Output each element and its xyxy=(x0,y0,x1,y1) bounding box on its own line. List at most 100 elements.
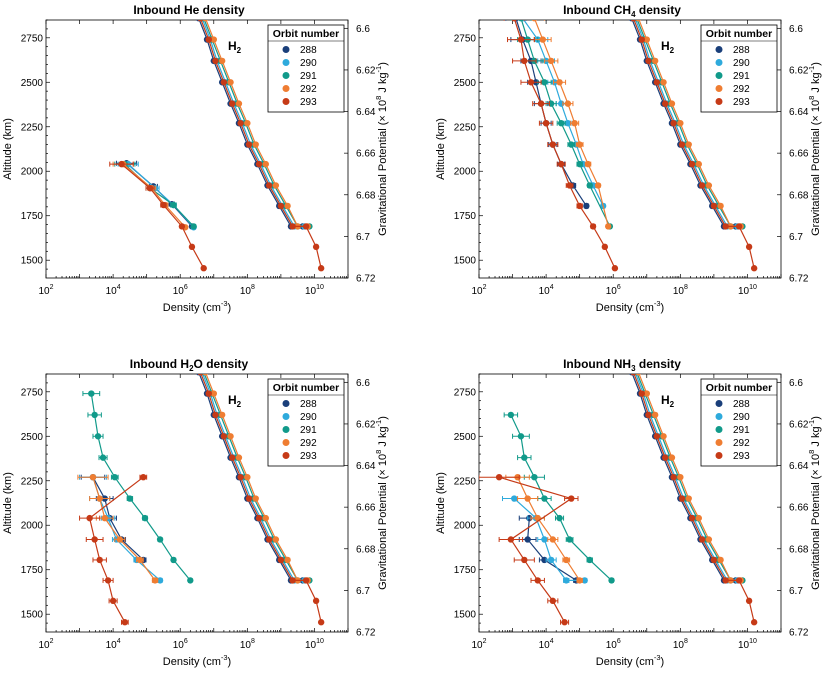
h2-point-293 xyxy=(645,411,652,419)
y2-tick-label: 6.6 xyxy=(356,24,370,35)
h2-point-293 xyxy=(317,265,325,272)
y-tick-label: 2500 xyxy=(454,432,477,443)
legend-title: Orbit number xyxy=(706,382,773,394)
species-point-293 xyxy=(178,223,186,230)
h2-series-line-290 xyxy=(202,20,305,227)
species-point-292 xyxy=(547,57,555,65)
y2-tick-label: 6.72 xyxy=(356,274,376,285)
h2-point-293 xyxy=(229,454,236,461)
h2-point-292 xyxy=(262,514,269,522)
chart-panel-1: Inbound He density 102 104 106 108 1010 1500 17… xyxy=(2,3,389,314)
legend-marker-293 xyxy=(282,452,290,459)
species-point-292 xyxy=(136,556,144,564)
x-tick-label: 104 xyxy=(539,638,554,651)
y2-tick-label: 6.6 xyxy=(789,24,803,35)
x-tick-label: 102 xyxy=(38,638,53,651)
species-series-line-290 xyxy=(523,20,604,207)
h2-point-292 xyxy=(210,36,217,43)
species-point-292 xyxy=(556,79,563,86)
species-series-line-291 xyxy=(90,393,191,581)
legend-label: 291 xyxy=(733,71,750,82)
panel-title: Inbound He density xyxy=(133,3,245,17)
legend-marker-293 xyxy=(715,452,723,459)
h2-point-293 xyxy=(312,243,320,251)
h2-point-293 xyxy=(653,433,661,440)
legend-label: 291 xyxy=(300,425,317,436)
x-tick-label: 106 xyxy=(606,638,621,651)
species-point-293 xyxy=(511,20,517,22)
species-point-290 xyxy=(156,577,164,584)
legend-label: 292 xyxy=(733,438,750,449)
species-point-291 xyxy=(576,160,583,168)
x-tick-label: 106 xyxy=(606,284,621,297)
species-point-291 xyxy=(586,556,593,564)
species-point-292 xyxy=(584,160,592,168)
h2-point-293 xyxy=(277,202,285,210)
species-point-293 xyxy=(91,536,98,543)
h2-point-293 xyxy=(245,495,253,502)
h2-point-293 xyxy=(212,57,219,65)
species-point-293 xyxy=(104,577,112,584)
h2-point-293 xyxy=(710,556,718,564)
y-axis-label: Altitude (km) xyxy=(2,118,14,180)
h2-point-292 xyxy=(643,390,650,397)
species-point-291 xyxy=(531,474,538,481)
species-point-291 xyxy=(170,201,177,209)
y-axis-label: Altitude (km) xyxy=(2,472,14,534)
y-tick-label: 2250 xyxy=(21,122,44,133)
species-point-290 xyxy=(547,556,555,564)
legend-box xyxy=(700,378,778,467)
h2-point-292 xyxy=(677,120,684,127)
h2-point-292 xyxy=(668,454,676,461)
x-axis-label: Density (cm-3) xyxy=(163,653,231,668)
species-point-293 xyxy=(568,495,575,502)
h2-point-293 xyxy=(722,577,729,584)
h2-point-293 xyxy=(750,619,758,626)
y-tick-label: 2500 xyxy=(21,78,44,89)
y2-tick-label: 6.7 xyxy=(789,586,803,597)
y2-tick-label: 6.64 xyxy=(356,461,376,472)
species-point-292 xyxy=(116,536,124,543)
h2-point-292 xyxy=(685,495,692,502)
h2-point-293 xyxy=(745,243,753,251)
species-point-293 xyxy=(549,597,557,605)
x-tick-label: 1010 xyxy=(305,284,324,297)
species-point-293 xyxy=(521,57,528,65)
h2-point-293 xyxy=(638,390,645,397)
h2-point-293 xyxy=(205,36,212,43)
legend-marker-290 xyxy=(715,413,723,420)
h2-label: H2 xyxy=(661,39,675,55)
species-point-292 xyxy=(524,495,531,502)
legend-marker-290 xyxy=(282,413,290,420)
species-point-293 xyxy=(566,182,573,189)
h2-point-292 xyxy=(660,433,667,440)
h2-point-292 xyxy=(218,57,226,65)
h2-point-293 xyxy=(289,223,296,230)
h2-point-292 xyxy=(643,36,650,43)
legend-marker-291 xyxy=(282,426,290,433)
legend-marker-288 xyxy=(282,400,290,407)
h2-point-293 xyxy=(302,577,310,584)
h2-series-line-292 xyxy=(638,20,741,227)
species-point-291 xyxy=(94,433,102,440)
h2-point-292 xyxy=(705,182,713,189)
y2-tick-label: 6.68 xyxy=(356,190,376,201)
plot-area xyxy=(109,20,325,272)
species-point-293 xyxy=(109,597,117,605)
species-point-291 xyxy=(156,536,164,543)
h2-point-293 xyxy=(317,619,325,626)
species-point-292 xyxy=(576,141,583,148)
x-tick-label: 102 xyxy=(38,284,53,297)
legend-box xyxy=(267,378,345,467)
species-point-290 xyxy=(581,577,588,584)
h2-point-292 xyxy=(284,556,291,564)
y2-tick-label: 6.62 xyxy=(789,419,809,430)
species-point-291 xyxy=(558,120,565,127)
h2-series-line-290 xyxy=(635,20,738,227)
species-point-291 xyxy=(111,474,118,481)
h2-point-293 xyxy=(220,79,228,86)
y2-tick-label: 6.72 xyxy=(356,628,376,639)
species-series-line-291 xyxy=(520,20,611,227)
y-tick-label: 2250 xyxy=(454,122,477,133)
y2-tick-label: 6.72 xyxy=(789,274,809,285)
